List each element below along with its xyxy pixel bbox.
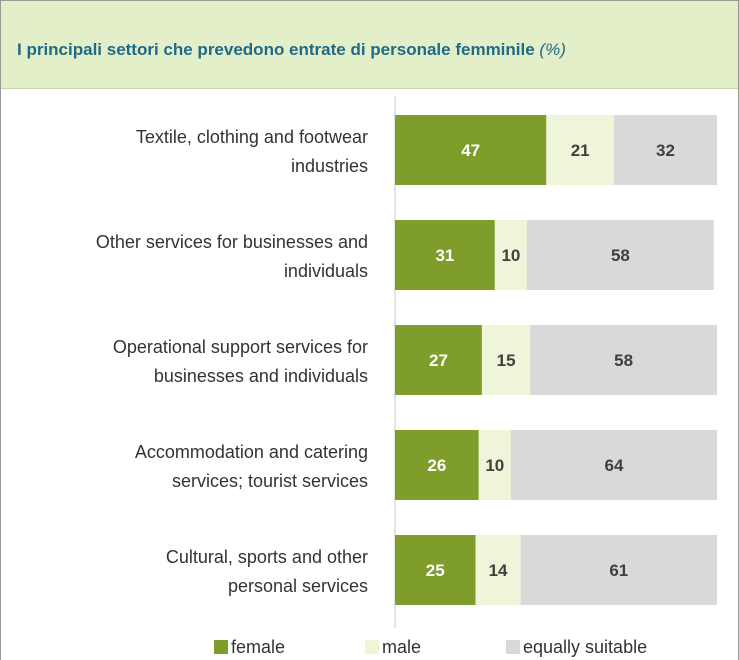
legend-swatch-female <box>214 640 228 654</box>
data-label-equally-suitable-4: 64 <box>604 456 623 475</box>
category-label-1: Textile, clothing and footwear industries <box>136 127 368 176</box>
bar-female-3 <box>395 325 482 395</box>
bar-male-1 <box>546 115 614 185</box>
legend-label-male: male <box>382 637 421 657</box>
bar-equally-suitable-3 <box>530 325 717 395</box>
data-label-female-4: 26 <box>427 456 446 475</box>
legend-label-equally-suitable: equally suitable <box>523 637 647 657</box>
category-label-3: Operational support services for business… <box>113 337 368 386</box>
bar-equally-suitable-1 <box>613 115 717 185</box>
data-label-male-3: 15 <box>497 351 516 370</box>
bar-female-5 <box>395 535 476 605</box>
legend-swatch-equally-suitable <box>506 640 520 654</box>
category-label-line: businesses and individuals <box>154 366 368 386</box>
data-label-male-2: 10 <box>501 246 520 265</box>
bar-male-5 <box>475 535 521 605</box>
category-label-line: personal services <box>228 576 368 596</box>
bar-female-2 <box>395 220 495 290</box>
category-label-line: industries <box>291 156 368 176</box>
chart-title-bar: I principali settori che prevedono entra… <box>1 1 738 89</box>
data-label-equally-suitable-2: 58 <box>611 246 630 265</box>
data-label-female-5: 25 <box>426 561 445 580</box>
category-label-line: services; tourist services <box>172 471 368 491</box>
category-label-line: Cultural, sports and other <box>166 547 368 567</box>
data-label-equally-suitable-5: 61 <box>609 561 628 580</box>
category-label-line: Textile, clothing and footwear <box>136 127 368 147</box>
data-label-male-1: 21 <box>571 141 590 160</box>
bar-male-2 <box>494 220 528 290</box>
category-label-line: Operational support services for <box>113 337 368 357</box>
category-label-2: Other services for businesses and individ… <box>96 232 368 281</box>
chart-title: I principali settori che prevedono entra… <box>17 40 566 60</box>
data-label-male-5: 14 <box>489 561 508 580</box>
data-label-male-4: 10 <box>485 456 504 475</box>
data-label-equally-suitable-3: 58 <box>614 351 633 370</box>
bar-male-3 <box>481 325 531 395</box>
category-label-line: Accommodation and catering <box>135 442 368 462</box>
data-label-female-3: 27 <box>429 351 448 370</box>
data-label-female-1: 47 <box>461 141 480 160</box>
chart-title-text: I principali settori che prevedono entra… <box>17 40 535 59</box>
category-label-line: individuals <box>284 261 368 281</box>
legend-swatch-male <box>365 640 379 654</box>
bar-female-4 <box>395 430 479 500</box>
chart-title-unit: (%) <box>539 40 566 59</box>
category-label-4: Accommodation and catering services; tour… <box>135 442 368 491</box>
data-label-equally-suitable-1: 32 <box>656 141 675 160</box>
bar-equally-suitable-2 <box>527 220 714 290</box>
category-label-5: Cultural, sports and other personal servi… <box>166 547 368 596</box>
category-label-line: Other services for businesses and <box>96 232 368 252</box>
data-label-female-2: 31 <box>435 246 454 265</box>
bar-female-1 <box>395 115 547 185</box>
bar-equally-suitable-4 <box>510 430 717 500</box>
bar-equally-suitable-5 <box>520 535 717 605</box>
legend-label-female: female <box>231 637 285 657</box>
bar-male-4 <box>478 430 511 500</box>
